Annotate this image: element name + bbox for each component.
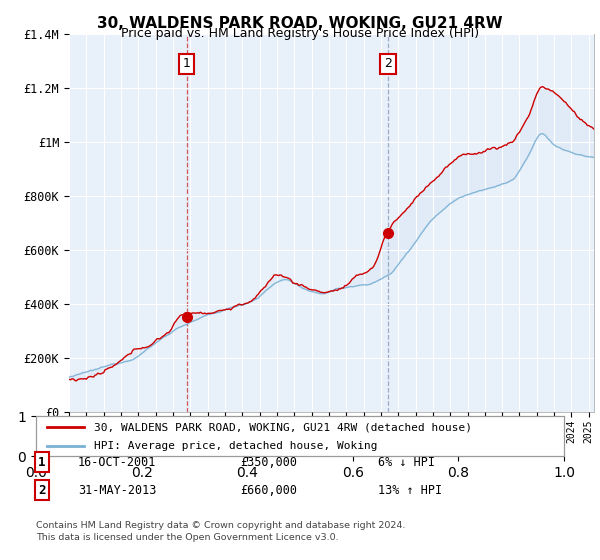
Text: 16-OCT-2001: 16-OCT-2001 — [78, 455, 157, 469]
Text: £660,000: £660,000 — [240, 483, 297, 497]
Text: £350,000: £350,000 — [240, 455, 297, 469]
Text: Price paid vs. HM Land Registry's House Price Index (HPI): Price paid vs. HM Land Registry's House … — [121, 27, 479, 40]
Text: 1: 1 — [183, 57, 191, 71]
Text: 2: 2 — [38, 483, 46, 497]
Text: 30, WALDENS PARK ROAD, WOKING, GU21 4RW: 30, WALDENS PARK ROAD, WOKING, GU21 4RW — [97, 16, 503, 31]
Text: 13% ↑ HPI: 13% ↑ HPI — [378, 483, 442, 497]
Text: Contains HM Land Registry data © Crown copyright and database right 2024.: Contains HM Land Registry data © Crown c… — [36, 521, 406, 530]
Text: 1: 1 — [38, 455, 46, 469]
Text: HPI: Average price, detached house, Woking: HPI: Average price, detached house, Woki… — [94, 441, 377, 451]
Text: 6% ↓ HPI: 6% ↓ HPI — [378, 455, 435, 469]
Text: 30, WALDENS PARK ROAD, WOKING, GU21 4RW (detached house): 30, WALDENS PARK ROAD, WOKING, GU21 4RW … — [94, 422, 472, 432]
Text: 31-MAY-2013: 31-MAY-2013 — [78, 483, 157, 497]
Text: This data is licensed under the Open Government Licence v3.0.: This data is licensed under the Open Gov… — [36, 533, 338, 542]
Text: 2: 2 — [384, 57, 392, 71]
